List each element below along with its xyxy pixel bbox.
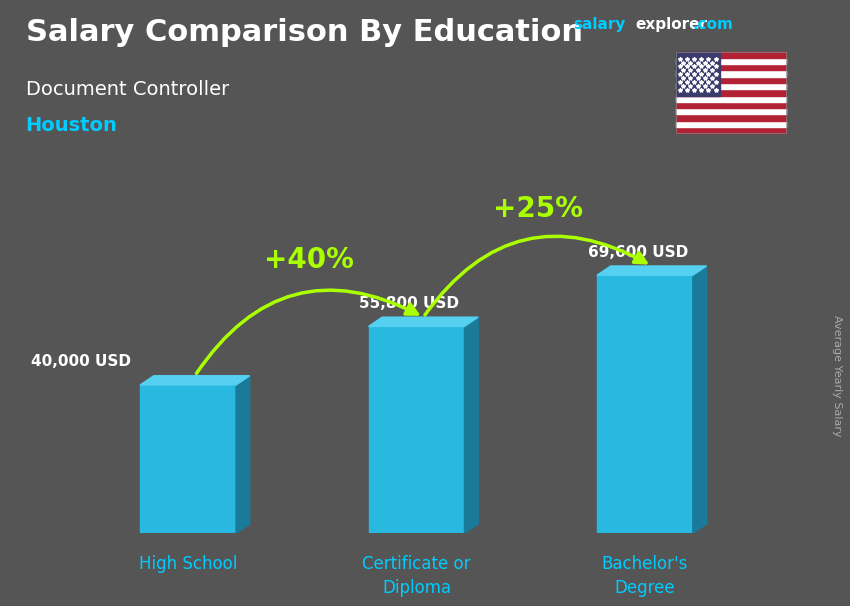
- Bar: [676, 127, 786, 133]
- Text: +40%: +40%: [264, 247, 354, 275]
- Bar: [676, 108, 786, 115]
- Bar: [676, 52, 786, 58]
- Bar: [676, 96, 786, 102]
- Polygon shape: [464, 317, 479, 533]
- Polygon shape: [140, 376, 250, 385]
- Bar: [676, 89, 786, 96]
- Bar: [676, 83, 786, 89]
- Text: 40,000 USD: 40,000 USD: [31, 355, 131, 370]
- Bar: [676, 102, 786, 108]
- Text: explorer: explorer: [635, 17, 707, 32]
- Polygon shape: [236, 376, 250, 533]
- Text: salary: salary: [574, 17, 626, 32]
- Text: Bachelor's
Degree: Bachelor's Degree: [602, 555, 688, 597]
- Text: Document Controller: Document Controller: [26, 80, 229, 99]
- Polygon shape: [693, 266, 706, 533]
- Bar: [676, 115, 786, 121]
- Bar: [597, 275, 693, 533]
- Text: 69,600 USD: 69,600 USD: [588, 245, 688, 260]
- FancyArrowPatch shape: [425, 236, 646, 315]
- Bar: [369, 327, 464, 533]
- Polygon shape: [597, 266, 706, 275]
- Bar: [676, 70, 786, 77]
- FancyArrowPatch shape: [196, 290, 417, 373]
- Text: Salary Comparison By Education: Salary Comparison By Education: [26, 18, 582, 47]
- Text: .com: .com: [693, 17, 734, 32]
- Text: High School: High School: [139, 555, 237, 573]
- Text: 55,800 USD: 55,800 USD: [360, 296, 459, 311]
- Bar: [140, 385, 236, 533]
- Bar: [676, 77, 786, 83]
- Bar: [676, 58, 786, 64]
- Bar: [676, 121, 786, 127]
- Polygon shape: [369, 317, 479, 327]
- Text: Houston: Houston: [26, 116, 117, 135]
- Text: Average Yearly Salary: Average Yearly Salary: [832, 315, 842, 436]
- Text: Certificate or
Diploma: Certificate or Diploma: [362, 555, 471, 597]
- Bar: [676, 52, 720, 96]
- Bar: [676, 64, 786, 70]
- Text: +25%: +25%: [492, 195, 582, 223]
